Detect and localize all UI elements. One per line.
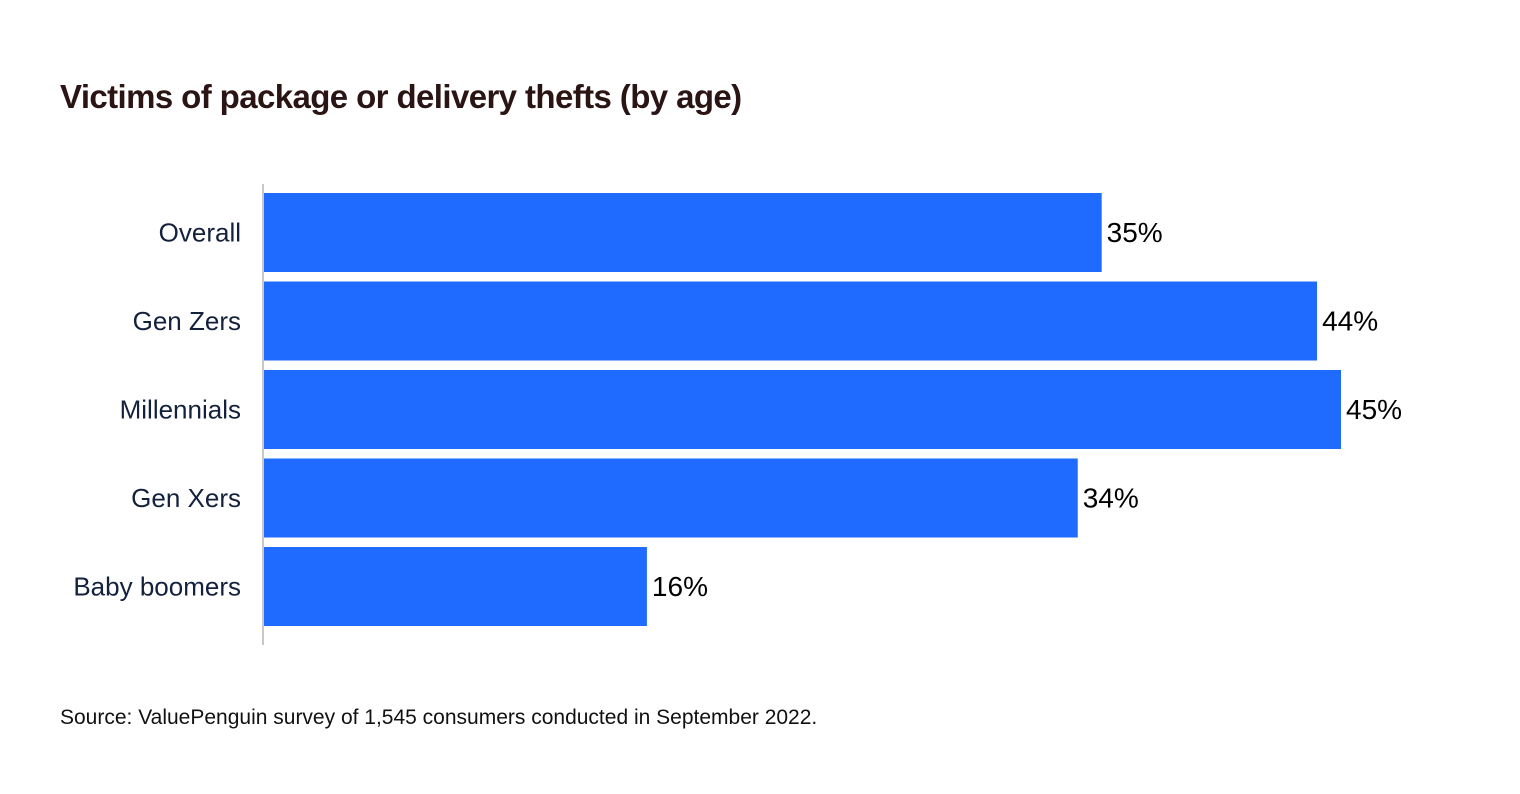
category-label-overall: Overall: [159, 218, 241, 248]
category-label-millennials: Millennials: [120, 395, 241, 425]
chart-title: Victims of package or delivery thefts (b…: [60, 78, 742, 115]
labels-layer: Overall 35% Gen Zers 44% Millennials 45% Gen X…: [73, 217, 1402, 602]
value-label-baby-boomers: 16%: [652, 571, 708, 602]
bar-gen-xers: [264, 458, 1078, 538]
bar-gen-zers: [264, 281, 1318, 361]
category-label-gen-xers: Gen Xers: [131, 483, 241, 513]
value-label-gen-xers: 34%: [1083, 483, 1139, 514]
value-label-overall: 35%: [1107, 217, 1163, 248]
category-label-gen-zers: Gen Zers: [133, 306, 241, 336]
bar-baby-boomers: [264, 547, 647, 626]
source-note: Source: ValuePenguin survey of 1,545 con…: [60, 706, 818, 729]
category-label-baby-boomers: Baby boomers: [73, 572, 241, 602]
bars-layer: [264, 193, 1341, 626]
bar-overall: [264, 193, 1102, 272]
value-label-gen-zers: 44%: [1322, 306, 1378, 337]
bar-millennials: [264, 370, 1341, 449]
value-label-millennials: 45%: [1346, 394, 1402, 425]
